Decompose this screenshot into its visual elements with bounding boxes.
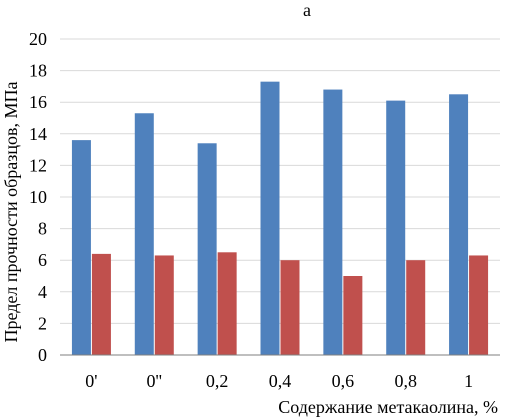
y-tick-label: 20	[29, 29, 47, 49]
bar	[154, 255, 174, 355]
bar	[323, 89, 343, 355]
bar	[343, 276, 363, 355]
bar	[469, 255, 489, 355]
x-tick-label: 0,2	[206, 371, 229, 391]
y-tick-label: 8	[38, 219, 47, 239]
y-tick-label: 6	[38, 250, 47, 270]
y-tick-label: 16	[29, 92, 47, 112]
bar	[91, 253, 111, 355]
x-tick-label: 0'	[85, 371, 97, 391]
bar	[197, 143, 217, 355]
bar	[386, 100, 406, 356]
bar	[134, 113, 154, 355]
bar	[406, 260, 426, 355]
x-axis-title: Содержание метакаолина, %	[278, 397, 498, 417]
y-tick-label: 0	[38, 345, 47, 365]
bars	[71, 81, 489, 356]
bar	[449, 94, 469, 356]
x-tick-label: 0,8	[394, 371, 417, 391]
y-tick-label: 4	[38, 282, 47, 302]
x-tick-labels: 0' 0'' 0,2 0,4 0,6 0,8 1	[85, 371, 473, 391]
y-axis-title: Предел прочности образцов, МПа	[1, 81, 21, 342]
y-tick-label: 18	[29, 61, 47, 81]
y-tick-label: 12	[29, 155, 47, 175]
y-tick-label: 14	[29, 124, 47, 144]
y-tick-label: 2	[38, 313, 47, 333]
panel-label: а	[303, 0, 311, 20]
y-tick-label: 10	[29, 187, 47, 207]
x-tick-label: 1	[464, 371, 473, 391]
bar	[71, 140, 91, 355]
x-tick-label: 0,6	[332, 371, 355, 391]
x-tick-label: 0''	[147, 371, 163, 391]
bar	[260, 81, 280, 355]
x-tick-label: 0,4	[269, 371, 292, 391]
bar	[217, 252, 237, 355]
gridlines	[60, 38, 500, 324]
bar	[280, 260, 300, 355]
y-tick-labels: 0 2 4 6 8 10 12 14 16 18 20	[29, 29, 47, 365]
